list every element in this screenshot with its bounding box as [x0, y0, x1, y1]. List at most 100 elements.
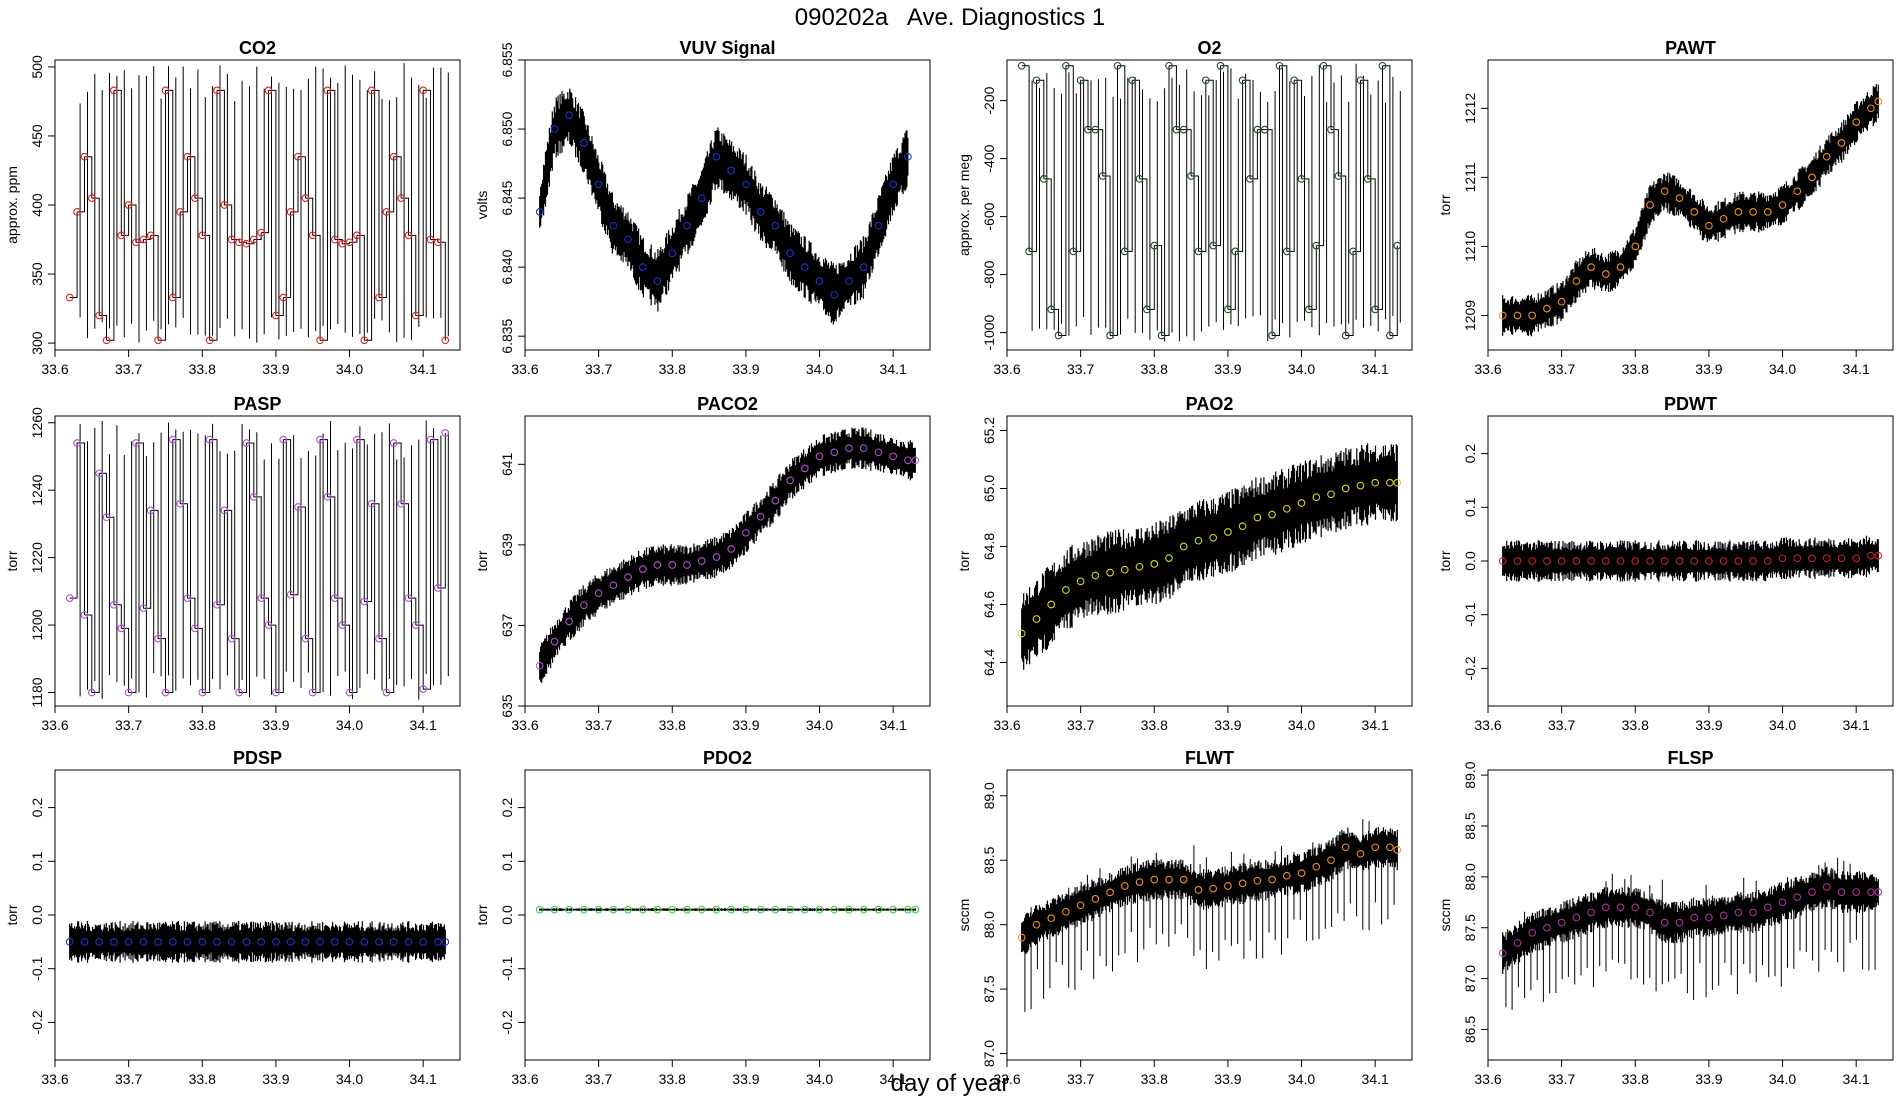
data-point: [697, 194, 706, 202]
data-point: [1209, 241, 1218, 250]
data-point: [1498, 557, 1507, 565]
data-point: [1386, 331, 1394, 340]
data-point: [1047, 305, 1056, 314]
data-point: [360, 938, 369, 946]
data-point: [264, 86, 273, 95]
x-tick-label: 34.0: [806, 717, 833, 733]
data-point: [668, 249, 677, 258]
data-point: [786, 249, 794, 258]
data-point: [323, 493, 332, 501]
series-noise: [539, 908, 916, 911]
data-point: [1631, 557, 1640, 565]
data-point: [1543, 304, 1551, 313]
data-point: [338, 239, 347, 248]
data-point: [117, 231, 126, 240]
data-point: [771, 221, 780, 230]
data-point: [904, 152, 912, 161]
data-point: [389, 152, 398, 161]
series-noise: [539, 88, 909, 325]
data-point: [594, 589, 603, 598]
x-tick-label: 33.9: [732, 717, 759, 733]
data-point: [1793, 187, 1802, 196]
panel-title: O2: [1197, 38, 1221, 58]
data-point: [1025, 247, 1033, 256]
data-point: [1587, 908, 1595, 917]
x-tick-label: 33.9: [1695, 1071, 1722, 1087]
y-axis-label: approx. per meg: [956, 154, 972, 256]
data-point: [1705, 557, 1713, 565]
x-tick-label: 34.0: [806, 1071, 833, 1087]
y-tick-label: -0.1: [1462, 602, 1478, 626]
data-point: [411, 311, 420, 320]
data-point: [1528, 311, 1537, 320]
data-point: [1135, 562, 1144, 571]
data-point: [815, 452, 824, 461]
data-point: [1660, 918, 1669, 927]
data-point: [426, 235, 435, 244]
data-point: [742, 528, 750, 537]
data-point: [1675, 194, 1684, 202]
main-title: 090202a Ave. Diagnostics 1: [794, 4, 1106, 31]
data-point: [1194, 247, 1203, 256]
data-point: [1268, 510, 1276, 519]
data-point: [154, 634, 162, 643]
y-tick-label: 1209: [1462, 300, 1478, 331]
y-tick-label: 89.0: [981, 782, 997, 809]
data-point: [1062, 586, 1070, 594]
data-point: [1734, 908, 1743, 917]
data-point: [911, 456, 920, 465]
data-point: [1106, 568, 1114, 577]
data-point: [404, 594, 413, 602]
data-point: [1157, 331, 1166, 340]
data-point: [441, 336, 450, 345]
data-point: [1719, 214, 1728, 223]
x-tick-label: 33.7: [1548, 1071, 1575, 1087]
x-tick-label: 33.8: [1622, 1071, 1649, 1087]
y-axis-label: torr: [474, 550, 490, 571]
data-point: [786, 905, 794, 914]
data-point: [1719, 911, 1728, 920]
series-noise: [1502, 535, 1879, 582]
data-point: [1341, 484, 1350, 493]
panel-vuv-signal: VUV Signal 33.6 33.7 33.8 33.9 34.0 34.1 6.835 6…: [474, 38, 931, 377]
data-point: [213, 600, 221, 609]
data-point: [535, 208, 544, 216]
panel-co2: CO2 33.6 33.7 33.8 33.9 34.0 34.1 300 350 400 450 5…: [4, 38, 461, 377]
data-point: [624, 235, 632, 244]
data-point: [1282, 504, 1291, 513]
data-point: [323, 86, 332, 95]
data-point: [668, 905, 677, 914]
y-tick-label: 87.0: [1462, 965, 1478, 992]
y-tick-label: -0.1: [499, 956, 515, 980]
data-point: [183, 152, 192, 161]
y-tick-label: 641: [499, 452, 515, 476]
data-point: [668, 561, 677, 569]
data-point: [1705, 221, 1713, 230]
data-point: [360, 336, 369, 345]
data-point: [1822, 883, 1831, 891]
data-point: [1150, 560, 1159, 568]
data-point: [1808, 888, 1816, 896]
data-point: [697, 557, 706, 565]
data-point: [1165, 61, 1173, 70]
data-point: [272, 688, 280, 697]
y-tick-label: -0.2: [29, 1010, 45, 1034]
data-point: [279, 435, 288, 444]
y-tick-label: 65.2: [981, 417, 997, 444]
data-point: [565, 617, 574, 626]
data-point: [419, 685, 428, 693]
x-tick-label: 33.7: [1548, 717, 1575, 733]
y-axis-label: sccm: [956, 899, 972, 932]
data-point: [904, 456, 912, 465]
data-point: [168, 293, 177, 302]
data-point: [1334, 172, 1343, 180]
data-point: [272, 311, 280, 320]
y-tick-label: -400: [981, 144, 997, 172]
x-tick-label: 33.6: [41, 717, 68, 733]
data-point: [308, 231, 317, 240]
data-point: [1327, 856, 1335, 865]
data-point: [889, 180, 898, 189]
data-point: [1297, 869, 1306, 877]
data-point: [1675, 918, 1684, 927]
